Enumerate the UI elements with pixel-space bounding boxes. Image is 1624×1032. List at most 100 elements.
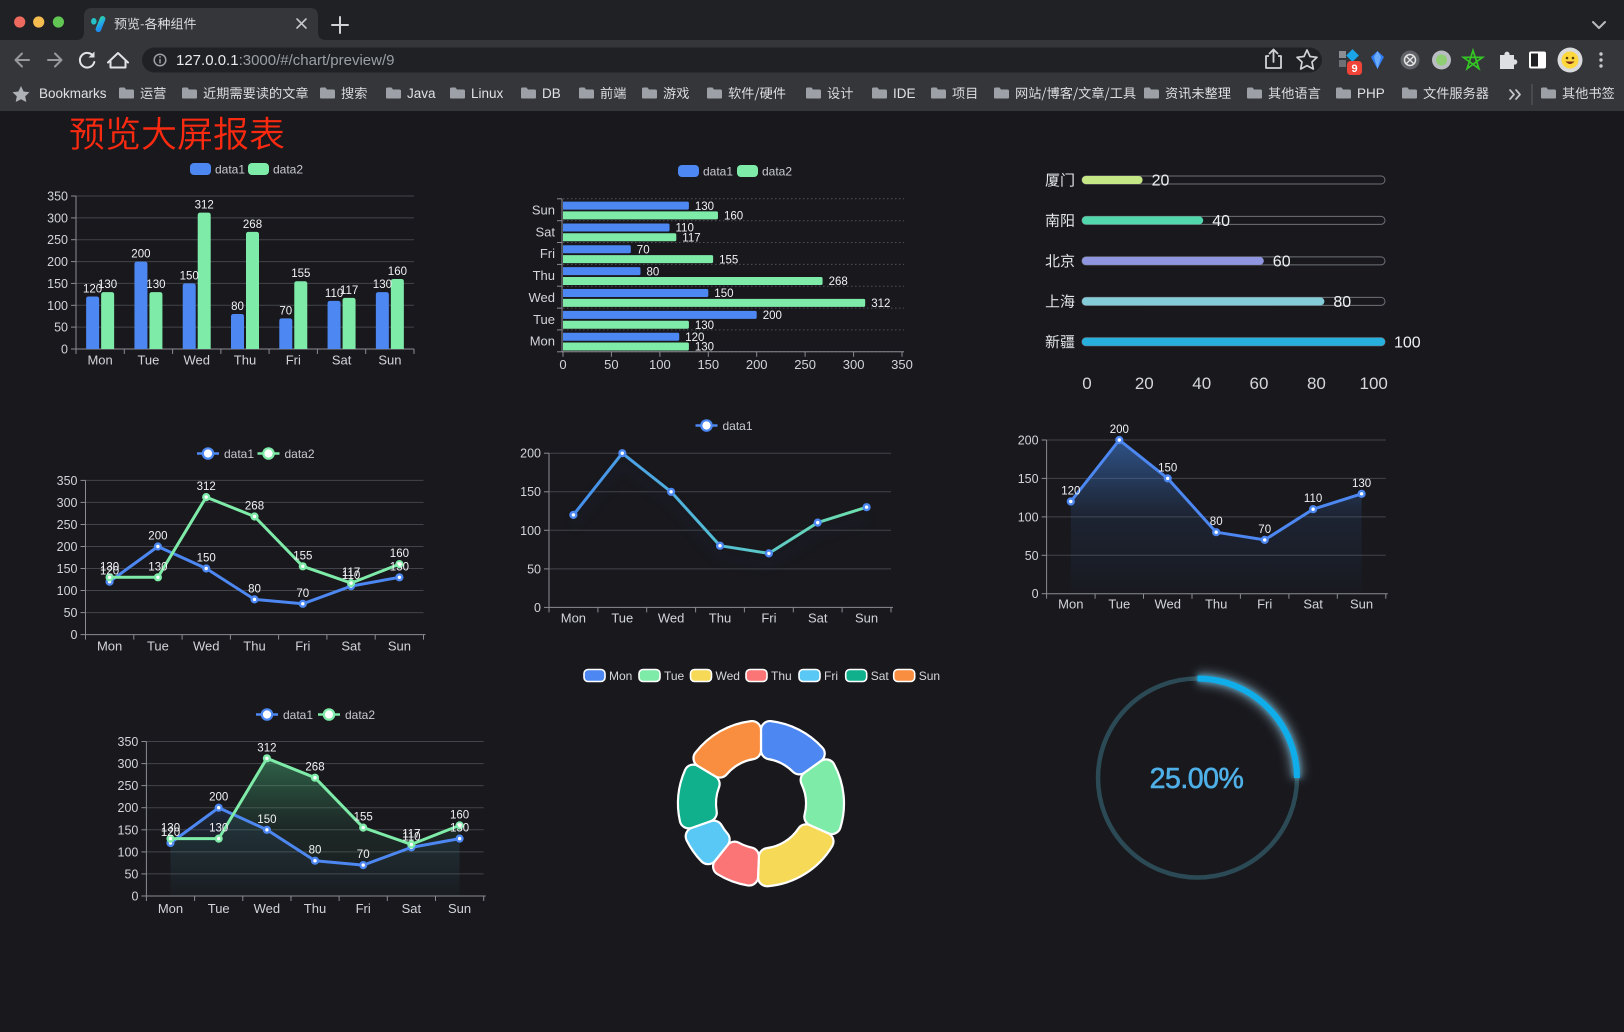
svg-text:0: 0 [61, 343, 68, 357]
svg-text:Sun: Sun [919, 669, 940, 683]
svg-text:Tue: Tue [137, 353, 159, 368]
svg-text:120: 120 [1061, 486, 1080, 498]
svg-text:Mon: Mon [158, 901, 183, 916]
svg-text:130: 130 [390, 561, 409, 573]
svg-text:150: 150 [520, 485, 541, 499]
svg-text:Sun: Sun [448, 901, 471, 916]
svg-text:150: 150 [257, 814, 276, 826]
svg-text:Fri: Fri [1257, 597, 1272, 612]
svg-text:312: 312 [197, 481, 216, 493]
svg-text:150: 150 [57, 562, 78, 576]
svg-text:50: 50 [604, 357, 618, 372]
svg-text:130: 130 [98, 279, 117, 291]
svg-text:0: 0 [559, 357, 566, 372]
svg-text:Thu: Thu [234, 353, 256, 368]
svg-text:117: 117 [342, 567, 360, 579]
svg-text:70: 70 [279, 305, 292, 317]
svg-text:Fri: Fri [286, 353, 301, 368]
svg-text:130: 130 [695, 342, 714, 354]
svg-text:Thu: Thu [709, 610, 731, 625]
svg-text:120: 120 [83, 284, 102, 296]
svg-text:70: 70 [357, 849, 370, 861]
svg-text:130: 130 [209, 823, 228, 835]
svg-text:80: 80 [248, 583, 261, 595]
svg-text:Mon: Mon [87, 353, 112, 368]
svg-text:Mon: Mon [561, 610, 586, 625]
svg-text:350: 350 [47, 190, 68, 204]
svg-text:Wed: Wed [193, 639, 220, 654]
svg-text:Fri: Fri [761, 610, 776, 625]
svg-text:100: 100 [649, 357, 671, 372]
svg-text:268: 268 [305, 762, 324, 774]
svg-text:Sun: Sun [388, 639, 411, 654]
svg-text:150: 150 [180, 270, 199, 282]
svg-text:data2: data2 [273, 163, 303, 177]
svg-text:70: 70 [637, 245, 650, 257]
svg-text:Sat: Sat [332, 353, 352, 368]
svg-text:312: 312 [257, 742, 276, 754]
svg-text:130: 130 [146, 279, 165, 291]
svg-text:120: 120 [161, 827, 180, 839]
svg-text:data2: data2 [285, 447, 315, 461]
svg-text:200: 200 [47, 255, 68, 269]
svg-text:300: 300 [843, 357, 865, 372]
svg-text:Sat: Sat [1303, 597, 1323, 612]
svg-text:155: 155 [354, 812, 373, 824]
svg-text:100: 100 [520, 524, 541, 538]
svg-text:130: 130 [1352, 478, 1371, 490]
svg-text:300: 300 [57, 496, 78, 510]
svg-text:Java: Java [407, 86, 436, 101]
svg-text:100: 100 [118, 845, 139, 859]
svg-text:0: 0 [1032, 587, 1039, 601]
svg-text:268: 268 [829, 276, 848, 288]
svg-text:Sat: Sat [871, 669, 890, 683]
svg-text:150: 150 [1018, 472, 1039, 486]
svg-text:250: 250 [57, 518, 78, 532]
svg-text:50: 50 [124, 867, 138, 881]
svg-text:Wed: Wed [716, 669, 740, 683]
svg-text:Tue: Tue [611, 610, 633, 625]
svg-text:Mon: Mon [609, 669, 632, 683]
svg-text:80: 80 [1210, 516, 1223, 528]
svg-text:Fri: Fri [540, 246, 555, 261]
svg-text:Tue: Tue [1108, 597, 1130, 612]
svg-text:250: 250 [118, 779, 139, 793]
svg-text:data2: data2 [762, 165, 792, 179]
svg-text:data1: data1 [723, 419, 753, 433]
svg-text:Mon: Mon [530, 334, 555, 349]
svg-text:Thu: Thu [1205, 597, 1227, 612]
svg-text:160: 160 [450, 809, 469, 821]
svg-text:120: 120 [685, 332, 704, 344]
svg-text:0: 0 [534, 601, 541, 615]
svg-text:268: 268 [243, 219, 262, 231]
svg-text:150: 150 [697, 357, 719, 372]
svg-text:100: 100 [1360, 374, 1388, 393]
svg-text:312: 312 [871, 298, 890, 310]
svg-text:117: 117 [340, 285, 358, 297]
svg-text:80: 80 [231, 301, 244, 313]
svg-text:200: 200 [209, 792, 228, 804]
svg-text:80: 80 [1333, 294, 1351, 311]
svg-text:100: 100 [1394, 334, 1421, 351]
svg-text:0: 0 [71, 628, 78, 642]
svg-text:127.0.0.1:3000/#/chart/preview: 127.0.0.1:3000/#/chart/preview/9 [176, 52, 395, 69]
svg-text:Sat: Sat [808, 610, 828, 625]
svg-text:60: 60 [1273, 253, 1291, 270]
svg-text:Tue: Tue [147, 639, 169, 654]
svg-text:312: 312 [195, 200, 214, 212]
svg-text:9: 9 [1351, 63, 1357, 75]
svg-text:100: 100 [47, 299, 68, 313]
svg-text:Fri: Fri [824, 669, 838, 683]
svg-text:50: 50 [54, 321, 68, 335]
svg-text:50: 50 [527, 562, 541, 576]
svg-text:Thu: Thu [771, 669, 792, 683]
svg-text:50: 50 [64, 606, 78, 620]
svg-text:Mon: Mon [1058, 597, 1083, 612]
svg-text:200: 200 [746, 357, 768, 372]
svg-text:200: 200 [763, 310, 782, 322]
svg-text:117: 117 [402, 828, 420, 840]
svg-text:350: 350 [57, 474, 78, 488]
svg-text:80: 80 [309, 845, 322, 857]
svg-text:110: 110 [1304, 493, 1322, 505]
svg-text:155: 155 [293, 550, 312, 562]
